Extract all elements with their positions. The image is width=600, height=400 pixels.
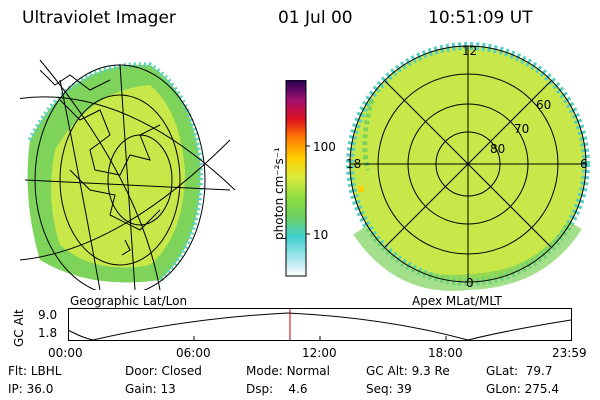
altitude-plot: [68, 308, 572, 341]
mlt-label-18: 18: [346, 157, 362, 171]
dsp-field: Dsp: 4.6: [246, 382, 308, 396]
mlt-label-6: 6: [580, 157, 588, 171]
altitude-xtick-0000: 00:00: [48, 346, 83, 360]
glat-field: GLat: 79.7: [486, 364, 553, 378]
altitude-ytick-1-8: 1.8: [38, 326, 58, 340]
flt-field: Flt: LBHL: [8, 364, 62, 378]
altitude-xtick-0600: 06:00: [176, 346, 211, 360]
polar-image: [346, 42, 590, 291]
gcalt-field: GC Alt: 9.3 Re: [366, 364, 450, 378]
altitude-xtick-2359: 23:59: [552, 346, 587, 360]
altitude-ylabel: GC Alt: [12, 309, 26, 347]
lat-label-60: 60: [536, 98, 552, 112]
seq-field: Seq: 39: [366, 382, 412, 396]
date-label: 01 Jul 00: [278, 8, 353, 28]
left-panel-caption: Geographic Lat/Lon: [70, 294, 188, 308]
altitude-xtick-1200: 12:00: [302, 346, 337, 360]
mlt-label-0: 0: [466, 276, 474, 290]
altitude-xtick-1800: 18:00: [428, 346, 463, 360]
right-panel-caption: Apex MLat/MLT: [412, 294, 502, 308]
gain-field: Gain: 13: [125, 382, 176, 396]
mlt-label-12: 12: [462, 44, 478, 58]
door-field: Door: Closed: [125, 364, 202, 378]
colorbar-tick-10: 10: [313, 228, 329, 242]
lat-label-70: 70: [514, 122, 530, 136]
time-label: 10:51:09 UT: [428, 8, 533, 28]
glon-field: GLon: 275.4: [486, 382, 559, 396]
altitude-ytick-9: 9.0: [38, 308, 58, 322]
mode-field: Mode: Normal: [246, 364, 330, 378]
colorbar-tick-100: 100: [313, 140, 336, 154]
geographic-image: [20, 59, 236, 290]
colorbar: [285, 80, 310, 277]
ip-field: IP: 36.0: [8, 382, 54, 396]
lat-label-80: 80: [490, 142, 506, 156]
instrument-title: Ultraviolet Imager: [22, 8, 176, 28]
colorbar-unit-label: photon cm⁻²s⁻¹: [272, 147, 286, 240]
